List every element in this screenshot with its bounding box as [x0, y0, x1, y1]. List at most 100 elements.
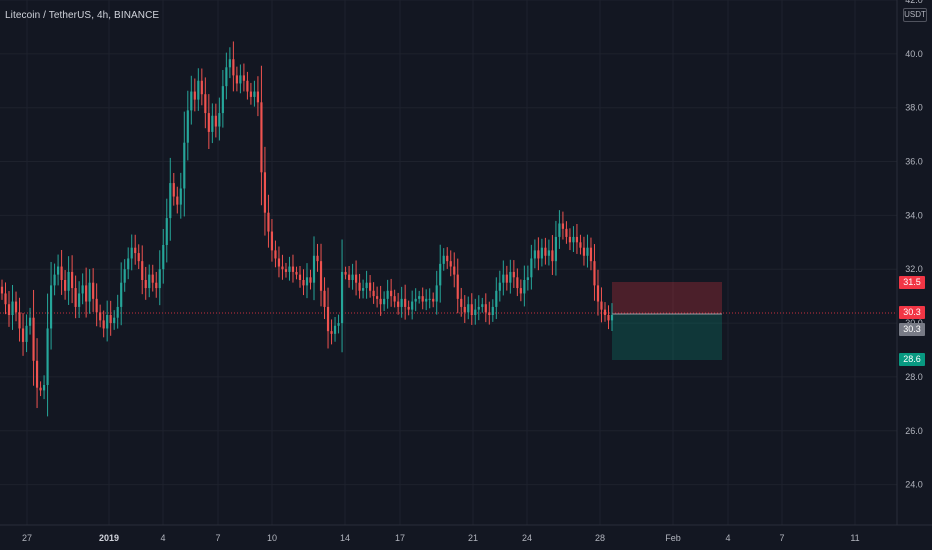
candle — [474, 298, 477, 325]
take-profit-zone[interactable] — [612, 314, 722, 360]
candle — [495, 277, 498, 320]
candle — [309, 269, 312, 290]
candle — [554, 220, 557, 276]
candle-body — [379, 298, 382, 305]
candle — [568, 228, 572, 251]
candle-body — [53, 274, 56, 286]
candle-body — [526, 277, 529, 280]
candle — [330, 319, 333, 345]
candle-body — [277, 258, 281, 267]
candle — [88, 269, 91, 314]
x-tick-label: 4 — [160, 533, 165, 543]
candle — [516, 268, 519, 297]
candle-body — [158, 269, 161, 289]
candle — [586, 234, 589, 268]
candle — [253, 80, 256, 107]
risk-reward-zones[interactable] — [612, 282, 722, 360]
candle — [249, 82, 252, 105]
candle — [404, 284, 407, 320]
price-axis[interactable]: 24.026.028.030.032.034.036.038.040.042.0 — [905, 0, 923, 490]
candle-body — [400, 298, 403, 307]
candle-body — [404, 298, 407, 307]
stop-loss-zone[interactable] — [612, 282, 722, 314]
x-tick-label: 2019 — [99, 533, 119, 543]
x-tick-label: 14 — [340, 533, 350, 543]
candle — [141, 245, 144, 295]
candle-body — [183, 142, 186, 189]
candle — [316, 243, 319, 272]
candle — [32, 289, 35, 386]
candle-body — [4, 293, 7, 305]
candle-body — [337, 323, 340, 326]
candle — [165, 198, 168, 263]
candle-body — [467, 304, 470, 313]
candle-body — [362, 288, 365, 291]
candle — [526, 265, 529, 291]
candle-body — [151, 274, 154, 283]
candle-body — [502, 274, 505, 283]
candle-body — [470, 304, 473, 315]
candle — [523, 265, 526, 307]
candle — [397, 292, 400, 315]
candle-body — [165, 218, 168, 245]
candle — [267, 194, 270, 248]
candle — [102, 310, 105, 338]
candle — [432, 292, 435, 308]
candle-body — [130, 247, 133, 259]
candle-body — [544, 247, 547, 256]
candle-body — [218, 113, 221, 127]
candle — [425, 289, 428, 311]
candle-body — [607, 315, 610, 321]
candle-body — [214, 115, 217, 127]
last-price-badge: 30.3 — [899, 306, 925, 319]
candle-body — [456, 274, 459, 299]
candle — [502, 260, 505, 296]
candle — [383, 291, 386, 312]
candle-body — [596, 285, 600, 302]
candle — [25, 314, 28, 353]
y-tick-label: 38.0 — [905, 103, 923, 113]
candle — [39, 381, 42, 397]
candle — [460, 287, 463, 317]
candle-body — [358, 282, 361, 291]
candle-body — [372, 290, 375, 297]
candle — [572, 226, 575, 252]
candle-body — [78, 293, 81, 307]
candle — [155, 271, 158, 298]
candle — [270, 219, 274, 262]
candle-body — [253, 91, 256, 97]
candle — [291, 254, 295, 283]
candle — [558, 210, 561, 249]
candle — [302, 269, 305, 296]
candle-body — [92, 282, 95, 299]
candle-body — [603, 309, 607, 315]
candle-body — [565, 228, 568, 237]
candle — [183, 111, 186, 217]
currency-badge[interactable]: USDT — [903, 8, 927, 22]
y-tick-label: 40.0 — [905, 49, 923, 59]
candle-body — [155, 282, 158, 289]
candle-body — [344, 271, 347, 275]
candle-body — [232, 59, 235, 76]
candle-body — [28, 317, 32, 326]
time-axis[interactable]: 27 2019 4 7 10 14 17 21 24 28 Feb 4 7 11 — [22, 533, 860, 543]
candle — [85, 267, 88, 318]
x-tick-label: 27 — [22, 533, 32, 543]
candle-body — [106, 315, 109, 329]
candle — [197, 68, 200, 111]
candle-body — [116, 306, 119, 318]
candle-body — [305, 277, 309, 286]
candle-body — [575, 236, 579, 243]
candle-body — [197, 80, 200, 100]
candle-body — [120, 282, 123, 307]
candle — [242, 63, 245, 92]
candle — [565, 221, 568, 244]
candle-body — [495, 290, 498, 307]
candle — [295, 266, 298, 280]
candle — [372, 282, 375, 304]
candle-body — [25, 325, 28, 342]
candle — [540, 238, 543, 267]
candle — [4, 282, 7, 315]
candle-body — [144, 280, 147, 289]
